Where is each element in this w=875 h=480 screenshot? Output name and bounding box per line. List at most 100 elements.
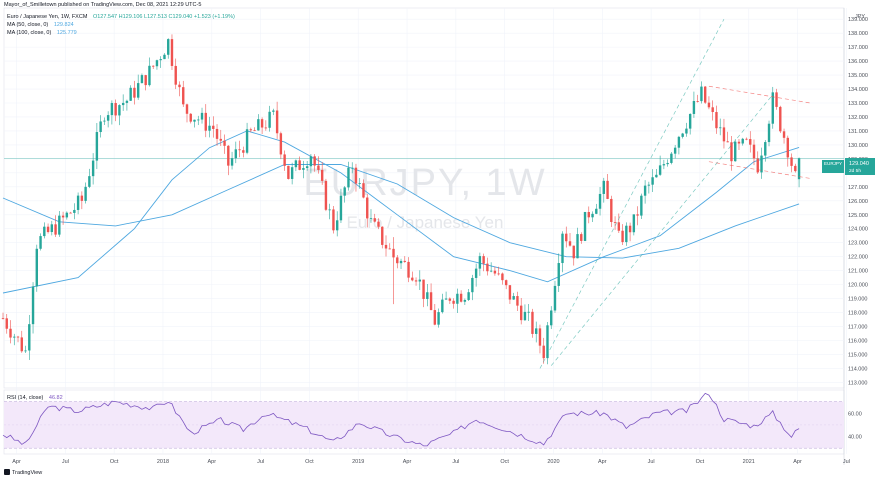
candle-body: [76, 195, 80, 210]
candle-body: [640, 195, 643, 216]
candle-body: [587, 211, 590, 218]
candle-body: [133, 87, 136, 98]
candle-body: [411, 277, 414, 281]
currency-label[interactable]: JPY: [855, 14, 865, 20]
y-tick-label: 125.000: [848, 213, 868, 219]
candle-body: [527, 311, 530, 313]
candle-body: [542, 345, 545, 359]
candle-body: [459, 293, 463, 302]
candle-body: [140, 75, 144, 84]
candle-body: [1, 318, 5, 319]
y-tick-label: 118.000: [848, 311, 867, 317]
price-badge-value: 129.040: [849, 161, 869, 167]
candle-body: [9, 328, 12, 338]
candle-body: [313, 156, 316, 166]
x-tick-label: Apr: [793, 459, 802, 465]
wedge-line: [708, 85, 811, 104]
candle-body: [471, 277, 474, 293]
y-tick-label: 123.000: [848, 241, 868, 247]
candle-body: [414, 280, 418, 282]
candle-body: [264, 127, 268, 129]
candle-body: [328, 209, 331, 211]
rsi-label: RSI (14, close): [7, 395, 44, 401]
candle-body: [715, 112, 718, 129]
y-tick-label: 127.000: [848, 185, 868, 191]
candle-body: [422, 279, 425, 299]
candle-body: [302, 168, 305, 170]
candle-body: [182, 87, 185, 105]
candle-body: [5, 318, 8, 329]
x-tick-label: 2020: [547, 459, 559, 465]
candle-body: [215, 128, 219, 139]
y-tick-label: 113.000: [848, 380, 867, 386]
candle-body: [722, 127, 726, 142]
candle-body: [749, 139, 752, 145]
candle-body: [692, 101, 696, 114]
candle-body: [305, 166, 309, 169]
candle-body: [531, 311, 534, 334]
x-tick-label: Apr: [598, 459, 607, 465]
candle-body: [501, 273, 504, 281]
rsi-line: [2, 392, 800, 447]
candle-body: [516, 296, 519, 306]
candle-body: [324, 180, 328, 210]
candle-body: [399, 260, 403, 264]
y-tick-label: 138.000: [848, 31, 868, 37]
candle-body: [474, 268, 478, 278]
candle-body: [129, 87, 132, 101]
candle-body: [673, 147, 677, 154]
candle-body: [711, 107, 714, 113]
logo-text: TradingView: [12, 470, 42, 476]
candle-body: [91, 160, 95, 177]
candle-body: [677, 136, 681, 148]
candle-body: [343, 187, 346, 196]
candle-body: [351, 167, 354, 169]
candle-body: [730, 142, 733, 162]
candle-body: [287, 165, 290, 179]
publisher-line: Mayor_of_Smilletown published on Trading…: [4, 2, 201, 8]
candle-body: [358, 183, 361, 184]
y-tick-label: 119.000: [848, 297, 867, 303]
candle-body: [396, 257, 399, 264]
ma100-line: [2, 164, 800, 259]
y-tick-label: 139.000: [848, 17, 868, 23]
watermark-name: Euro / Japanese Yen: [347, 213, 504, 232]
y-tick-label: 130.000: [848, 143, 868, 149]
candle-body: [20, 337, 23, 352]
y-tick-label: 122.000: [848, 255, 868, 261]
candle-body: [643, 185, 647, 196]
candle-body: [565, 233, 568, 242]
candle-body: [148, 65, 151, 86]
candle-body: [152, 65, 155, 67]
candle-body: [24, 350, 27, 352]
tradingview-logo[interactable]: TradingView: [4, 469, 42, 476]
candle-body: [782, 131, 786, 138]
candle-body: [670, 153, 673, 163]
candle-body: [591, 213, 594, 218]
candle-body: [320, 169, 324, 181]
candle-body: [212, 125, 215, 129]
candle-body: [595, 208, 598, 214]
candle-body: [741, 138, 744, 144]
candle-body: [647, 184, 651, 186]
x-tick-label: Oct: [500, 459, 509, 465]
candle-body: [332, 209, 335, 231]
y-tick-label: 131.000: [848, 129, 868, 135]
candle-body: [174, 65, 177, 85]
candle-body: [463, 299, 467, 302]
candle-body: [362, 183, 365, 198]
ma100-legend: MA (100, close, 0) 125.779: [7, 30, 77, 36]
candle-body: [580, 234, 583, 241]
candle-body: [456, 293, 459, 304]
candle-body: [125, 100, 129, 103]
candle-body: [756, 158, 759, 173]
candle-body: [381, 226, 384, 245]
candle-body: [478, 256, 482, 269]
candle-body: [797, 158, 801, 180]
candle-body: [557, 263, 560, 286]
candle-body: [719, 127, 722, 129]
candle-body: [354, 167, 358, 184]
candle-body: [444, 298, 448, 300]
candle-body: [159, 59, 162, 61]
candle-body: [200, 112, 204, 120]
